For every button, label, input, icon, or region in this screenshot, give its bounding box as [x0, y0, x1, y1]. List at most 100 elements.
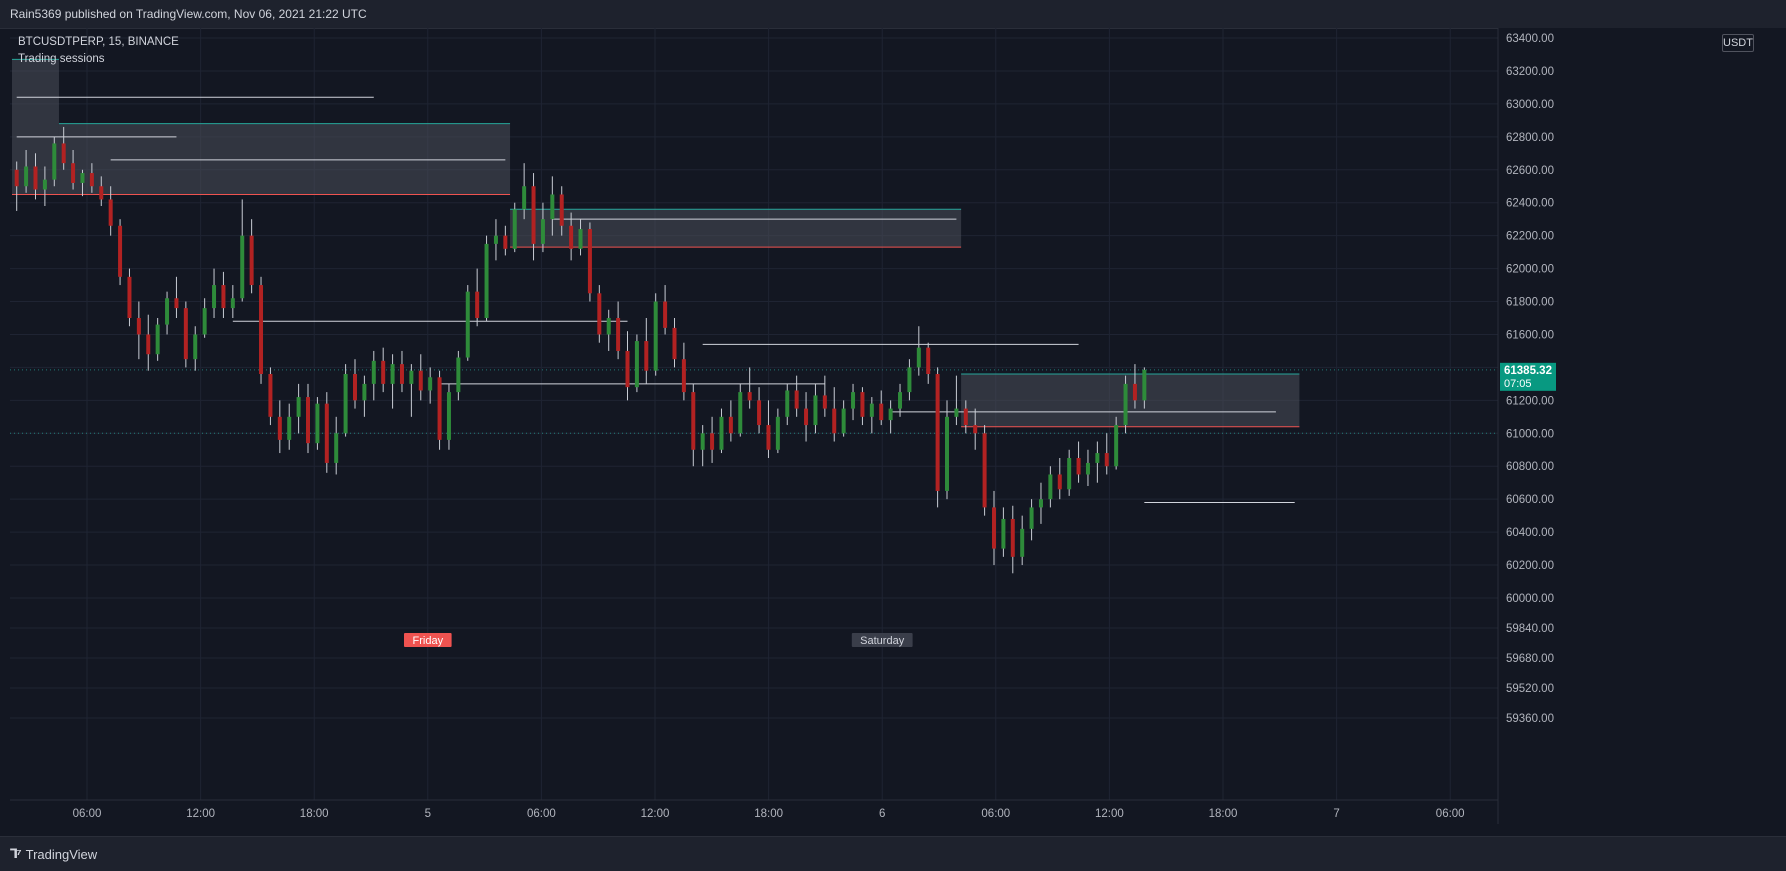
candle-body — [390, 364, 395, 384]
candle-body — [89, 173, 94, 187]
candle-body — [531, 186, 536, 244]
candle-body — [202, 308, 207, 335]
candle-body — [1076, 458, 1081, 475]
candle-body — [512, 209, 517, 249]
candle-body — [832, 408, 837, 434]
candle-body — [851, 392, 856, 409]
price-tick-label: 60200.00 — [1506, 560, 1554, 572]
candle-body — [371, 360, 376, 384]
candle-body — [277, 416, 282, 440]
time-tick-label: 06:00 — [981, 808, 1010, 820]
candle-body — [625, 350, 630, 388]
candle-body — [418, 370, 423, 391]
candle-body — [324, 403, 329, 463]
price-tick-label: 60800.00 — [1506, 461, 1554, 473]
tradingview-logo-icon: ⅂⁷ — [10, 846, 22, 861]
candle-body — [465, 291, 470, 358]
candle-body — [841, 408, 846, 434]
candle-body — [193, 334, 198, 360]
candle-body — [1020, 528, 1025, 557]
time-tick-label: 18:00 — [754, 808, 783, 820]
day-marker-label: Friday — [413, 635, 444, 647]
day-marker-badge — [404, 633, 452, 647]
candle-body — [757, 400, 762, 426]
price-tick-label: 61600.00 — [1506, 329, 1554, 341]
candle-body — [710, 433, 715, 450]
candle-body — [766, 425, 771, 450]
candle-body — [869, 403, 874, 417]
candle-body — [268, 374, 273, 417]
price-tick-label: 59680.00 — [1506, 653, 1554, 665]
candle-body — [907, 367, 912, 393]
candle-body — [982, 433, 987, 508]
candlestick-chart[interactable]: 63400.00 63200.00 63000.00 62800.00 62600.00… — [10, 28, 1786, 836]
candle-body — [1104, 453, 1109, 467]
candle-body — [728, 416, 733, 434]
price-tick-label: 60000.00 — [1506, 593, 1554, 605]
currency-badge[interactable]: USDT — [1722, 34, 1754, 52]
price-tick-label: 62800.00 — [1506, 132, 1554, 144]
candle-body — [926, 347, 931, 374]
candle-body — [334, 433, 339, 463]
time-tick-label: 5 — [425, 808, 431, 820]
session-box — [961, 374, 1300, 427]
session-box — [510, 209, 962, 248]
price-tick-label: 59840.00 — [1506, 623, 1554, 635]
candle-body — [916, 347, 921, 368]
candle-body — [212, 285, 217, 309]
candle-body — [700, 433, 705, 450]
candle-body — [484, 243, 489, 318]
price-axis[interactable] — [1498, 28, 1786, 824]
candle-body — [343, 374, 348, 434]
last-price-tag — [1500, 362, 1556, 391]
candle-body — [14, 169, 19, 187]
candle-body — [165, 298, 170, 325]
price-tick-label: 59520.00 — [1506, 683, 1554, 695]
candle-body — [1029, 507, 1034, 529]
price-tick-label: 61800.00 — [1506, 297, 1554, 309]
candle-body — [522, 186, 527, 210]
time-tick-label: 06:00 — [73, 808, 102, 820]
price-tick-label: 62000.00 — [1506, 264, 1554, 276]
candle-body — [259, 285, 264, 374]
candle-body — [898, 392, 903, 409]
candle-body — [1132, 383, 1137, 401]
candle-body — [71, 163, 76, 183]
candle-body — [108, 199, 113, 226]
candle-body — [738, 392, 743, 434]
price-tick-label: 59360.00 — [1506, 713, 1554, 725]
candle-body — [606, 318, 611, 335]
last-price-label: 61385.32 — [1504, 365, 1552, 377]
candle-body — [221, 285, 226, 309]
candle-body — [80, 173, 85, 183]
candle-body — [493, 235, 498, 244]
tradingview-logo[interactable]: ⅂⁷ TradingView — [10, 846, 97, 862]
candle-body — [653, 301, 658, 371]
time-tick-label: 18:00 — [1209, 808, 1238, 820]
candle-body — [991, 507, 996, 549]
candle-body — [569, 225, 574, 249]
candle-body — [578, 229, 583, 249]
candle-body — [183, 308, 188, 360]
time-tick-label: 12:00 — [186, 808, 215, 820]
candle-body — [1057, 474, 1062, 490]
candle-body — [306, 397, 311, 444]
candle-body — [315, 403, 320, 444]
candle-body — [240, 235, 245, 299]
candle-body — [456, 357, 461, 393]
candle-body — [1038, 499, 1043, 508]
candle-body — [1085, 462, 1090, 475]
price-tick-label: 63400.00 — [1506, 33, 1554, 45]
candle-body — [446, 392, 451, 440]
candle-body — [540, 219, 545, 244]
time-tick-label: 06:00 — [527, 808, 556, 820]
candle-body — [127, 276, 132, 318]
candle-body — [747, 392, 752, 401]
price-tick-label: 63200.00 — [1506, 66, 1554, 78]
indicator-name[interactable]: Trading sessions — [18, 53, 105, 65]
time-tick-label: 18:00 — [300, 808, 329, 820]
candle-body — [822, 395, 827, 409]
price-tick-label: 62600.00 — [1506, 165, 1554, 177]
candle-body — [24, 166, 29, 187]
chart-area[interactable]: 63400.00 63200.00 63000.00 62800.00 62600.00… — [10, 28, 1786, 836]
